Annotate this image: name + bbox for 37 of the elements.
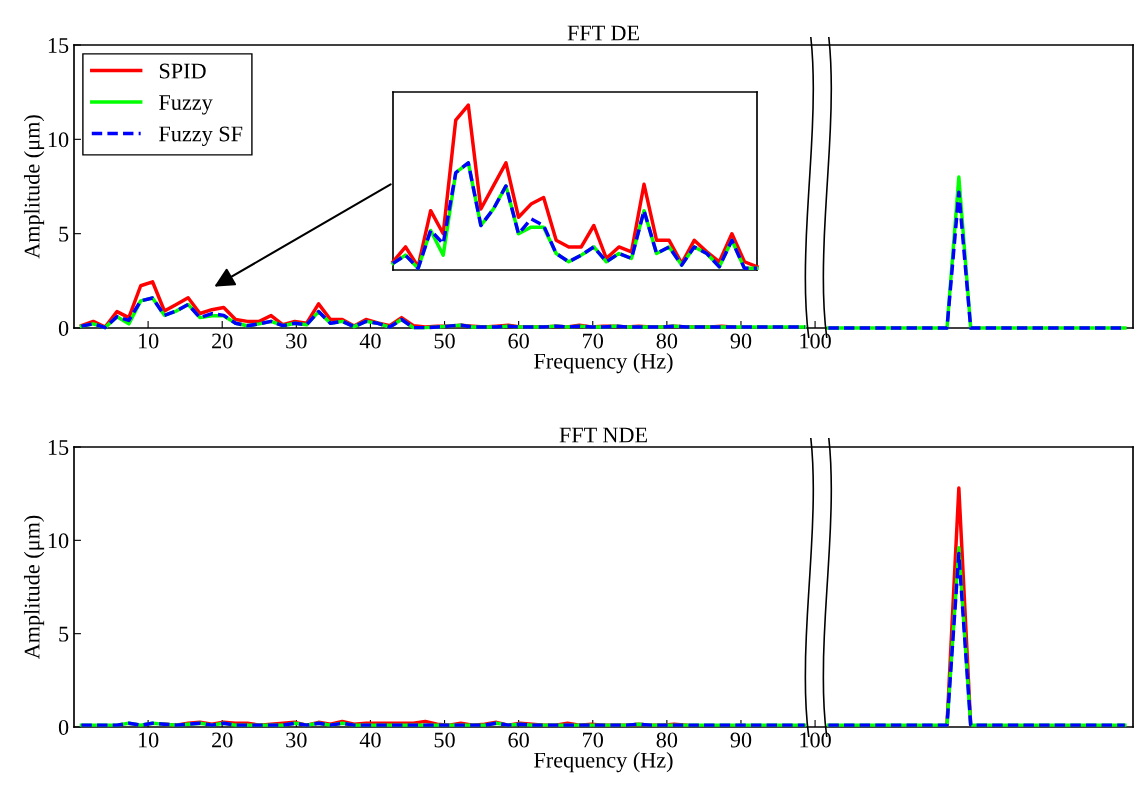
y-axis-title: Amplitude (μm) — [23, 515, 45, 660]
x-tick-label: 40 — [359, 333, 381, 349]
x-tick-label: 100 — [800, 333, 831, 349]
x-tick-label: 80 — [656, 333, 678, 349]
y-axis-title: Amplitude (μm) — [23, 115, 45, 259]
x-tick-label: 40 — [359, 732, 381, 748]
x-tick-label: 70 — [583, 732, 604, 748]
x-axis-title: Frequency (Hz) — [534, 752, 673, 773]
x-tick-label: 70 — [583, 333, 604, 349]
y-tick-label: 15 — [48, 440, 69, 455]
x-tick-label: 50 — [434, 732, 455, 748]
legend-label: SPID — [159, 63, 206, 79]
x-tick-label: 100 — [800, 732, 831, 748]
x-axis-title: Frequency (Hz) — [534, 353, 673, 374]
x-tick-label: 90 — [730, 732, 752, 748]
chart-title: FFT NDE — [559, 427, 647, 443]
x-tick-label: 10 — [138, 732, 159, 748]
x-tick-label: 20 — [212, 333, 233, 349]
x-tick-label: 60 — [508, 732, 529, 748]
y-tick-label: 10 — [48, 533, 69, 549]
x-tick-label: 80 — [656, 732, 678, 748]
y-tick-label: 15 — [48, 38, 69, 53]
y-tick-label: 0 — [58, 320, 69, 336]
x-tick-label: 30 — [286, 732, 307, 748]
chart-title: FFT DE — [567, 25, 639, 41]
legend-label: Fuzzy — [159, 95, 213, 115]
legend-label: Fuzzy SF — [159, 126, 243, 146]
x-tick-label: 50 — [434, 333, 455, 349]
x-tick-label: 10 — [138, 333, 159, 349]
y-tick-label: 0 — [58, 719, 69, 735]
x-tick-label: 60 — [508, 333, 529, 349]
y-tick-label: 5 — [59, 626, 69, 642]
x-tick-label: 30 — [286, 333, 307, 349]
x-tick-label: 90 — [730, 333, 752, 349]
y-tick-label: 5 — [59, 226, 69, 242]
x-tick-label: 20 — [212, 732, 233, 748]
y-tick-label: 10 — [48, 132, 69, 148]
